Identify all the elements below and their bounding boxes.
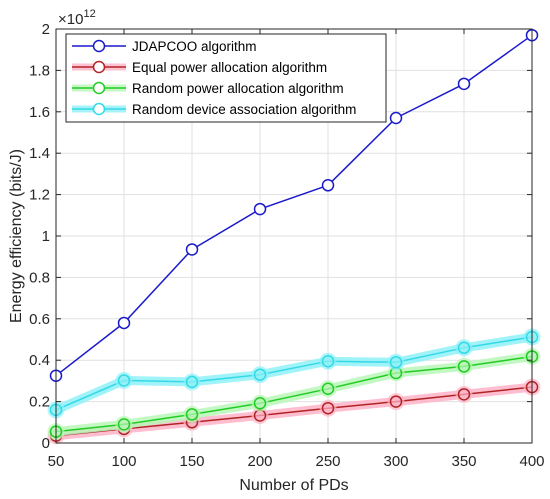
data-point <box>253 202 267 216</box>
data-point <box>321 401 335 415</box>
data-point <box>117 418 131 431</box>
data-point <box>253 368 267 381</box>
series-line <box>55 34 533 377</box>
legend-entry: JDAPCOO algorithm <box>72 39 257 54</box>
y-tick-label: 2 <box>42 21 50 38</box>
data-point <box>389 395 403 408</box>
y-tick-label: 0.4 <box>29 352 50 369</box>
y-tick-label: 1.6 <box>29 104 50 121</box>
grid <box>56 29 532 443</box>
tick-labels: 50 100 150 200 250 300 350 400 0 0.2 0.4 0.6 0.8 1 1.2… <box>29 21 544 470</box>
x-tick-label: 350 <box>451 453 476 470</box>
series-line <box>55 336 533 411</box>
y-axis-title: Energy efficiency (bits/J) <box>8 149 25 323</box>
legend-marker <box>92 39 106 53</box>
x-tick-label: 150 <box>179 453 204 470</box>
data-point <box>389 111 403 125</box>
legend-entries: JDAPCOO algorithm Equal power allocation … <box>72 39 356 117</box>
x-tick-label: 250 <box>315 453 340 470</box>
y-tick-label: 0.8 <box>29 269 50 286</box>
series-1 <box>47 378 541 445</box>
x-axis-title: Number of PDs <box>239 477 348 494</box>
y-tick-label: 1.2 <box>29 187 50 204</box>
series-layer <box>47 28 541 445</box>
data-point <box>321 179 335 192</box>
series-2 <box>47 347 541 441</box>
data-point <box>117 316 131 330</box>
data-point <box>457 360 471 373</box>
x-tick-label: 50 <box>48 453 65 470</box>
legend-label: Random power allocation algorithm <box>132 81 344 96</box>
y-tick-label: 1 <box>42 228 50 245</box>
data-point <box>185 243 199 256</box>
y-tick-label: 1.4 <box>29 145 50 162</box>
x-tick-label: 200 <box>247 453 272 470</box>
legend-marker <box>92 81 106 95</box>
legend-label: Random device association algorithm <box>132 102 356 117</box>
x-tick-label: 100 <box>111 453 136 470</box>
data-point <box>457 341 471 355</box>
legend: JDAPCOO algorithm Equal power allocation … <box>65 33 387 123</box>
legend-marker <box>92 60 106 74</box>
legend-entry: Random device association algorithm <box>72 102 356 117</box>
data-point <box>117 374 131 387</box>
series-line <box>55 386 533 437</box>
legend-entry: Random power allocation algorithm <box>72 81 344 96</box>
data-point <box>321 382 335 396</box>
y-tick-label: 0.2 <box>29 394 50 411</box>
x-tick-label: 400 <box>519 453 544 470</box>
y-tick-label: 1.8 <box>29 62 50 79</box>
data-point <box>185 408 199 421</box>
series-line <box>55 355 533 433</box>
data-point <box>389 356 403 369</box>
series-3 <box>47 328 541 419</box>
data-point <box>457 388 471 401</box>
legend-label: Equal power allocation algorithm <box>132 60 327 75</box>
ticks <box>55 28 533 444</box>
data-point <box>321 354 335 368</box>
y-exponent-label: ×1012 <box>58 8 96 28</box>
y-tick-label: 0.6 <box>29 311 50 328</box>
data-point <box>457 77 471 91</box>
legend-marker <box>92 102 106 116</box>
legend-label: JDAPCOO algorithm <box>132 39 257 54</box>
data-point <box>253 397 267 410</box>
legend-entry: Equal power allocation algorithm <box>72 60 327 75</box>
x-tick-label: 300 <box>383 453 408 470</box>
y-tick-label: 0 <box>42 435 50 452</box>
data-point <box>185 375 199 389</box>
